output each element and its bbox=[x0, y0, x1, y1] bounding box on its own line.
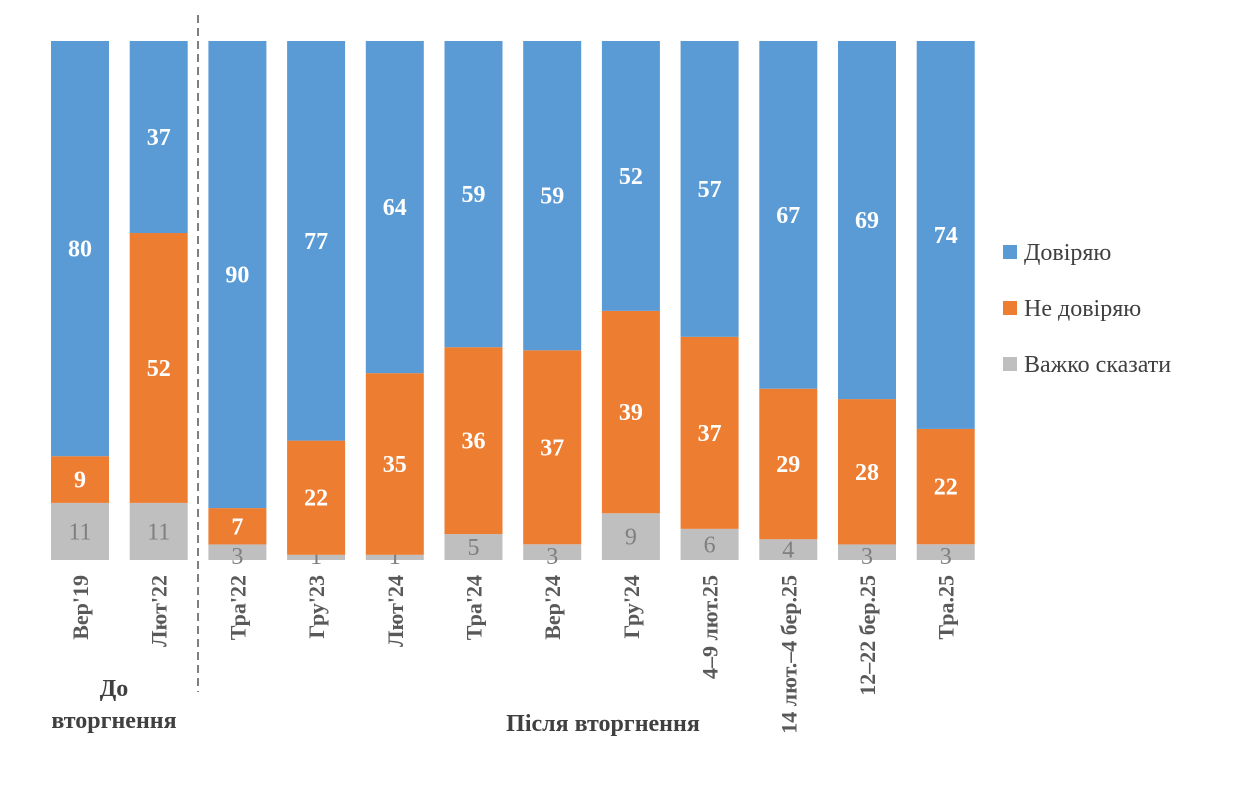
data-label: 11 bbox=[147, 519, 170, 545]
data-label: 90 bbox=[225, 263, 249, 289]
category-label: Тра'24 bbox=[462, 575, 487, 640]
bar-segment bbox=[680, 336, 739, 529]
data-label: 69 bbox=[855, 208, 879, 234]
group-label-before: До вторгнення bbox=[51, 676, 176, 734]
bar-segment bbox=[916, 428, 975, 545]
data-label: 39 bbox=[619, 400, 643, 426]
legend-label: Важко сказати bbox=[1024, 352, 1171, 378]
data-label: 36 bbox=[462, 429, 486, 455]
legend-swatch bbox=[1003, 357, 1017, 371]
bar-segment bbox=[129, 41, 188, 234]
legend-label: Не довіряю bbox=[1024, 296, 1141, 322]
bar-segment bbox=[365, 41, 424, 374]
data-label: 64 bbox=[383, 195, 407, 221]
bar-segment bbox=[601, 513, 660, 560]
data-label: 52 bbox=[147, 356, 171, 382]
bar-segment bbox=[838, 41, 896, 400]
data-label: 57 bbox=[698, 177, 722, 203]
bar-segment bbox=[287, 440, 346, 555]
bar-segment bbox=[680, 41, 739, 337]
data-label: 5 bbox=[468, 535, 480, 561]
bar-segment bbox=[444, 347, 503, 535]
bar-segment bbox=[129, 502, 188, 560]
bar-segment bbox=[523, 41, 582, 351]
category-labels: Вер'19 Лют'22 Тра'22 Гру'23 Лют'24 Тра'24 Вер'… bbox=[68, 575, 959, 734]
bar-segment bbox=[601, 41, 660, 311]
bar-segment bbox=[680, 528, 739, 560]
data-label: 77 bbox=[304, 229, 328, 255]
category-label: Вер'19 bbox=[68, 575, 93, 640]
bar-segment bbox=[916, 41, 975, 429]
category-label: 14 лют.–4 бер.25 bbox=[776, 575, 801, 734]
data-label: 35 bbox=[383, 452, 407, 478]
bar-segment bbox=[759, 388, 818, 540]
data-label: 3 bbox=[546, 544, 558, 570]
data-label: 4 bbox=[782, 538, 794, 564]
data-label: 59 bbox=[540, 184, 564, 210]
category-label: Лют'22 bbox=[147, 575, 172, 647]
bar-segment bbox=[51, 41, 109, 457]
bar-segment bbox=[365, 554, 424, 560]
data-label: 29 bbox=[776, 452, 800, 478]
data-label: 6 bbox=[704, 532, 716, 558]
data-label: 9 bbox=[625, 525, 637, 551]
bar-segment bbox=[365, 373, 424, 555]
category-label: Лют'24 bbox=[383, 575, 408, 647]
category-label: 12–22 бер.25 bbox=[855, 575, 880, 696]
bar-segment bbox=[129, 233, 188, 503]
data-label: 37 bbox=[698, 421, 722, 447]
bar-segment bbox=[838, 544, 896, 560]
data-label: 80 bbox=[68, 237, 92, 263]
bar-segment bbox=[759, 41, 818, 389]
data-label: 3 bbox=[940, 544, 952, 570]
legend-swatch bbox=[1003, 301, 1017, 315]
legend-label: Довіряю bbox=[1024, 240, 1111, 266]
bar-segment bbox=[51, 502, 109, 560]
category-label: Тра'22 bbox=[225, 575, 250, 640]
bar-segment bbox=[287, 41, 346, 441]
data-label: 28 bbox=[855, 460, 879, 486]
data-label: 9 bbox=[74, 468, 86, 494]
category-label: Гру'24 bbox=[619, 575, 644, 639]
group-label-after: Після вторгнення bbox=[506, 711, 700, 737]
category-label: Тра.25 bbox=[934, 575, 959, 640]
data-label: 7 bbox=[231, 514, 243, 540]
data-label: 59 bbox=[462, 182, 486, 208]
bar-segment bbox=[601, 310, 660, 514]
category-label: Вер'24 bbox=[540, 575, 565, 640]
bar-segment bbox=[287, 554, 346, 560]
bar-segment bbox=[523, 544, 582, 560]
bar-segment bbox=[444, 534, 503, 560]
bar-segment bbox=[838, 399, 896, 545]
data-label: 3 bbox=[861, 544, 873, 570]
data-label: 11 bbox=[68, 519, 91, 545]
legend: Довіряю Не довіряю Важко сказати bbox=[1003, 240, 1171, 378]
bar-segment bbox=[759, 539, 818, 560]
data-label: 67 bbox=[776, 203, 800, 229]
data-label: 3 bbox=[231, 544, 243, 570]
legend-swatch bbox=[1003, 245, 1017, 259]
data-label: 52 bbox=[619, 164, 643, 190]
data-label: 22 bbox=[304, 486, 328, 512]
group-label-line: вторгнення bbox=[51, 708, 176, 734]
category-label: 4–9 лют.25 bbox=[698, 575, 723, 679]
bar-segment bbox=[208, 544, 267, 560]
bar-segment bbox=[523, 350, 582, 545]
bars: 1198011523737901227713564536593375993952… bbox=[51, 41, 975, 570]
bar-segment bbox=[208, 41, 267, 509]
data-label: 37 bbox=[147, 125, 171, 151]
data-label: 37 bbox=[540, 435, 564, 461]
bar-segment bbox=[208, 508, 267, 545]
bar-segment bbox=[444, 41, 503, 348]
group-label-line: До bbox=[100, 676, 129, 702]
category-label: Гру'23 bbox=[304, 575, 329, 639]
data-label: 22 bbox=[934, 475, 958, 501]
bar-segment bbox=[51, 456, 109, 503]
data-label: 74 bbox=[934, 223, 958, 249]
bar-segment bbox=[916, 544, 975, 560]
